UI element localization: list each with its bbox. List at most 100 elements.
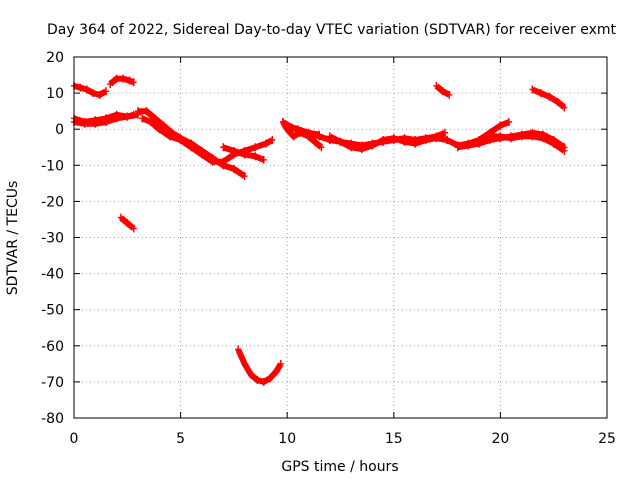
data-point <box>230 164 237 173</box>
data-point <box>120 74 127 83</box>
data-point <box>235 345 242 354</box>
data-point <box>518 132 525 141</box>
data-point <box>260 377 267 386</box>
data-point <box>152 114 159 123</box>
y-tick-label: -70 <box>41 375 64 391</box>
data-point <box>529 132 536 141</box>
x-tick-label: 0 <box>70 431 79 447</box>
data-point <box>160 121 167 130</box>
grid <box>74 57 607 418</box>
data-point <box>550 139 557 148</box>
series-arc-18 <box>531 86 567 110</box>
data-point <box>422 136 429 145</box>
x-tick-label: 25 <box>598 431 616 447</box>
data-point <box>284 121 291 130</box>
data-point <box>439 87 446 96</box>
data-point <box>130 78 137 87</box>
data-point <box>77 83 84 92</box>
data-point <box>269 136 276 145</box>
data-point <box>90 89 97 98</box>
data-point <box>505 117 512 126</box>
data-point <box>107 80 114 89</box>
data-point <box>529 85 536 94</box>
data-point <box>130 224 137 233</box>
data-point <box>124 219 131 228</box>
data-point <box>262 139 269 148</box>
data-point <box>316 132 323 141</box>
data-point <box>290 132 297 141</box>
data-point <box>267 374 274 383</box>
data-point <box>209 157 216 166</box>
x-axis-label: GPS time / hours <box>281 459 398 475</box>
y-tick-label: 20 <box>46 50 64 66</box>
plot-frame <box>73 56 608 419</box>
data-point <box>486 132 493 141</box>
data-point <box>147 117 154 126</box>
data-point <box>260 155 267 164</box>
data-point <box>220 157 227 166</box>
data-point <box>561 146 568 155</box>
data-point <box>188 143 195 152</box>
y-tick-label: -40 <box>41 267 64 283</box>
data-point <box>113 114 120 123</box>
data-point <box>537 89 544 98</box>
data-point <box>305 128 312 137</box>
y-axis-label: SDTVAR / TECUs <box>5 181 21 296</box>
data-point <box>166 132 173 141</box>
data-point <box>156 125 163 134</box>
data-point <box>81 119 88 128</box>
data-point <box>446 90 453 99</box>
y-tick-label: -60 <box>41 339 64 355</box>
data-point <box>247 370 254 379</box>
data-point <box>311 137 318 146</box>
data-point <box>294 125 301 134</box>
data-point <box>554 98 561 107</box>
y-tick-label: 0 <box>55 122 64 138</box>
data-point <box>508 134 515 143</box>
data-point <box>83 85 90 94</box>
data-point <box>369 141 376 150</box>
data-point <box>497 121 504 130</box>
chart-title: Day 364 of 2022, Sidereal Day-to-day VTE… <box>47 22 617 38</box>
data-point <box>546 92 553 101</box>
data-point <box>337 137 344 146</box>
data-point <box>124 112 131 121</box>
data-point <box>117 213 124 222</box>
data-point <box>230 146 237 155</box>
data-point <box>254 376 261 385</box>
data-point <box>561 103 568 112</box>
y-tick-label: 10 <box>46 86 64 102</box>
data-point <box>401 137 408 146</box>
data-point <box>252 152 259 161</box>
data-point <box>143 107 150 116</box>
data-point <box>139 114 146 123</box>
data-point <box>220 143 227 152</box>
data-point <box>113 74 120 83</box>
data-point <box>102 87 109 96</box>
data-point <box>326 132 333 141</box>
data-point <box>412 139 419 148</box>
data-point <box>279 117 286 126</box>
y-tick-label: -20 <box>41 194 64 210</box>
data-point <box>433 134 440 143</box>
data-point <box>92 119 99 128</box>
y-tick-label: -10 <box>41 158 64 174</box>
data-point <box>358 145 365 154</box>
data-point <box>441 128 448 137</box>
series-arc-9 <box>235 348 284 385</box>
data-point <box>540 134 547 143</box>
ticks: 0 5 10 15 20 25 20 10 0 -10 -20 -30 -40 -50 -60 -70 -80 <box>41 50 616 447</box>
data-point <box>102 117 109 126</box>
data-point <box>241 172 248 181</box>
x-tick-label: 20 <box>491 431 509 447</box>
data-point <box>380 136 387 145</box>
data-point <box>433 81 440 90</box>
data-point <box>454 143 461 152</box>
data-point <box>390 134 397 143</box>
y-tick-label: -30 <box>41 231 64 247</box>
x-tick-label: 5 <box>176 431 185 447</box>
data-point <box>277 359 284 368</box>
data-point <box>497 132 504 141</box>
data-point <box>252 143 259 152</box>
